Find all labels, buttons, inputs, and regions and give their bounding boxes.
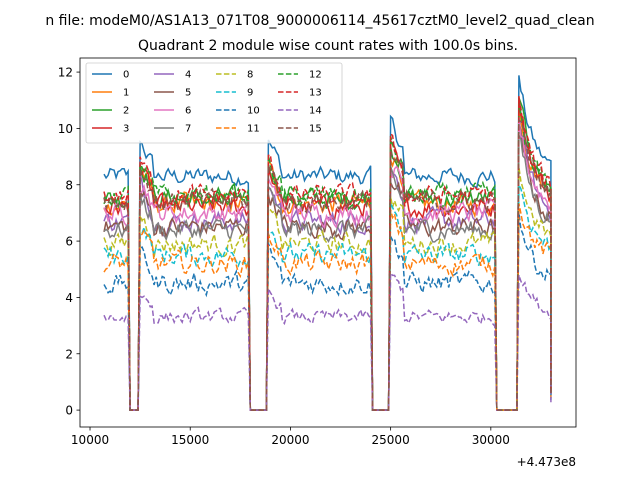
series-line-6 [103,120,552,411]
legend-label: 3 [123,124,129,135]
legend-label: 1 [123,88,129,99]
x-offset-label: +4.473e8 [517,455,576,469]
series-line-10 [103,212,552,411]
y-tick-label: 8 [65,178,73,192]
x-tick-label: 30000 [472,433,510,447]
y-tick-label: 2 [65,347,73,361]
x-tick-label: 15000 [171,433,209,447]
series-line-13 [103,101,552,411]
legend-label: 10 [247,106,260,117]
legend-label: 4 [185,70,191,81]
legend-label: 5 [185,88,191,99]
series-line-8 [103,166,552,411]
legend-label: 0 [123,70,129,81]
y-tick-label: 4 [65,291,73,305]
x-tick-label: 25000 [372,433,410,447]
legend-frame [85,62,343,144]
x-tick-label: 20000 [271,433,309,447]
legend-label: 8 [247,70,253,81]
y-tick-label: 6 [65,235,73,249]
series-line-11 [103,203,552,411]
legend-label: 15 [309,124,322,135]
series-line-9 [103,184,552,411]
y-axis: 0 2 4 6 8 10 12 [58,66,80,418]
legend-label: 12 [309,70,322,81]
series-line-4 [103,116,552,411]
legend-label: 14 [309,106,322,117]
legend-label: 13 [309,88,322,99]
y-tick-label: 12 [58,66,73,80]
series-line-15 [103,119,552,411]
legend-label: 9 [247,88,253,99]
x-axis: 10000 15000 20000 25000 30000 [71,427,510,447]
series-line-12 [103,103,552,411]
figure-suptitle: n file: modeM0/AS1A13_071T08_9000006114_… [45,13,594,29]
legend-label: 2 [123,106,129,117]
chart-title: Quadrant 2 module wise count rates with … [138,38,518,54]
y-tick-label: 10 [58,122,73,136]
y-tick-label: 0 [65,404,73,418]
x-tick-label: 10000 [71,433,109,447]
legend-label: 11 [247,124,260,135]
legend-label: 7 [185,124,191,135]
legend-label: 6 [185,106,191,117]
series-line-0 [103,75,552,411]
series-line-14 [103,271,552,411]
plot-frame [79,57,577,428]
series-layer [103,75,552,411]
